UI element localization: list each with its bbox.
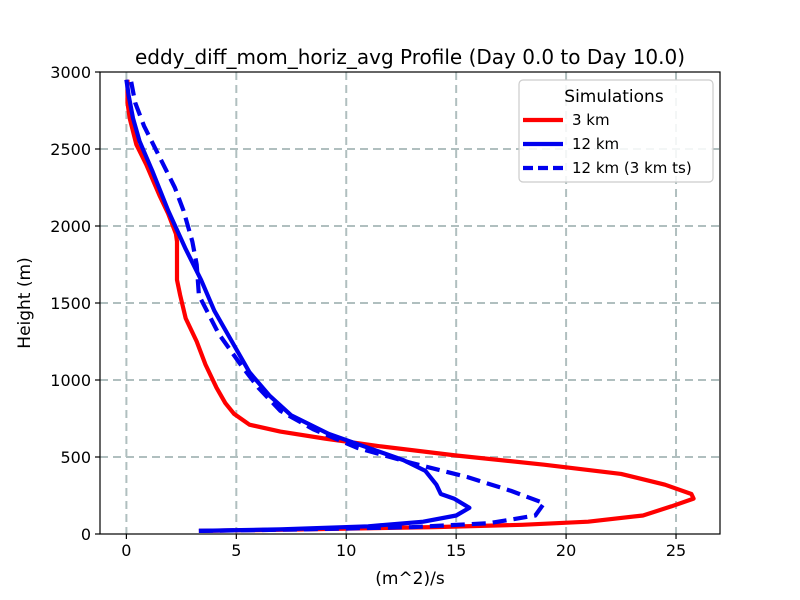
legend-label-1: 3 km bbox=[572, 111, 610, 129]
x-tick-label: 15 bbox=[446, 541, 466, 560]
legend-label-2: 12 km bbox=[572, 135, 619, 153]
legend-title: Simulations bbox=[564, 87, 664, 107]
legend-label-3: 12 km (3 km ts) bbox=[572, 159, 692, 177]
series-line-2 bbox=[124, 79, 472, 533]
x-tick-label: 10 bbox=[336, 541, 356, 560]
series-line-3 bbox=[128, 79, 547, 533]
x-tick-label: 20 bbox=[556, 541, 576, 560]
series-lines bbox=[124, 79, 696, 533]
chart-title: eddy_diff_mom_horiz_avg Profile (Day 0.0… bbox=[135, 45, 685, 69]
legend: Simulations 3 km 12 km 12 km (3 km ts) bbox=[518, 79, 714, 183]
axis-ticks: 0 5 10 15 20 25 0 500 1000 1500 2000 2500 3000 bbox=[50, 63, 686, 560]
y-tick-label: 2500 bbox=[50, 140, 91, 159]
x-axis-label: (m^2)/s bbox=[375, 569, 445, 589]
legend-box bbox=[518, 79, 714, 183]
y-tick-label: 3000 bbox=[50, 63, 91, 82]
y-axis-label: Height (m) bbox=[15, 257, 35, 348]
y-tick-label: 2000 bbox=[50, 217, 91, 236]
y-tick-label: 1500 bbox=[50, 294, 91, 313]
x-tick-label: 25 bbox=[666, 541, 686, 560]
x-tick-label: 0 bbox=[121, 541, 131, 560]
y-tick-label: 1000 bbox=[50, 371, 91, 390]
x-tick-label: 5 bbox=[231, 541, 241, 560]
y-tick-label: 500 bbox=[60, 448, 91, 467]
y-tick-label: 0 bbox=[81, 525, 91, 544]
